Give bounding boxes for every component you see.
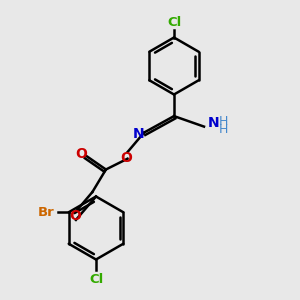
Text: H: H [219,123,228,136]
Text: N: N [208,116,219,130]
Text: Cl: Cl [89,273,103,286]
Text: N: N [133,127,144,141]
Text: O: O [75,147,87,160]
Text: Cl: Cl [167,16,181,28]
Text: O: O [69,209,81,223]
Text: O: O [121,151,133,164]
Text: H: H [219,115,228,128]
Text: Br: Br [38,206,54,219]
